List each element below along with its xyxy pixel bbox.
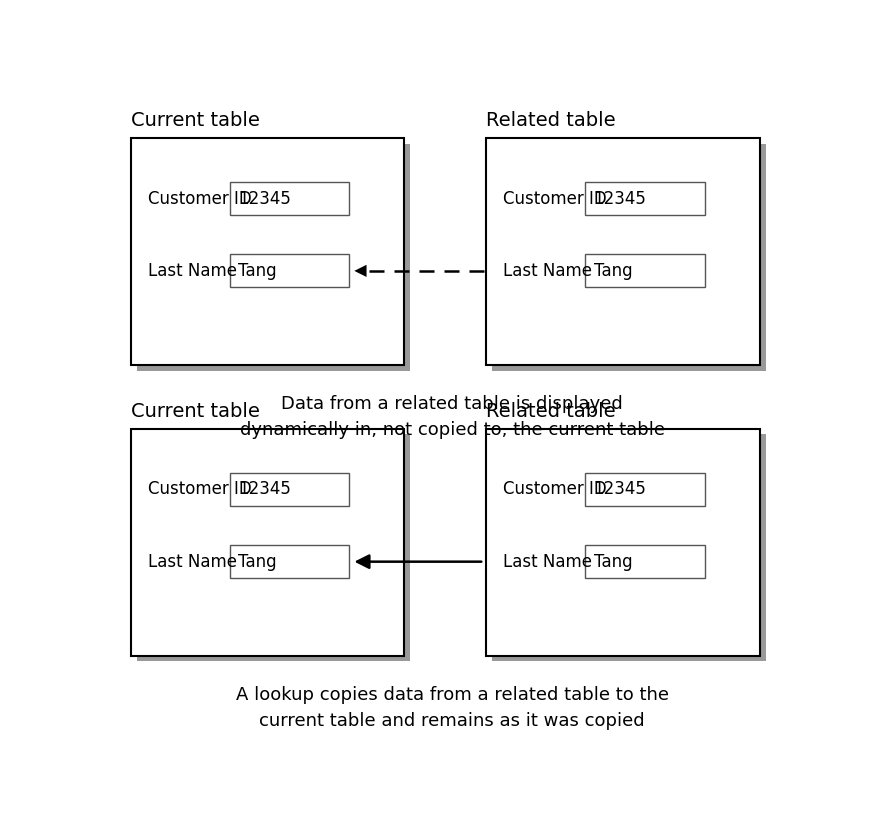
Text: Current table: Current table bbox=[131, 111, 259, 130]
Bar bbox=[230, 254, 349, 287]
Text: 12345: 12345 bbox=[594, 481, 647, 499]
Text: Current table: Current table bbox=[131, 402, 259, 421]
Bar bbox=[492, 434, 766, 662]
Text: Last Name: Last Name bbox=[504, 262, 593, 280]
Text: 12345: 12345 bbox=[238, 481, 291, 499]
Bar bbox=[586, 545, 705, 579]
Text: Related table: Related table bbox=[486, 111, 616, 130]
Text: Data from a related table is displayed
dynamically in, not copied to, the curren: Data from a related table is displayed d… bbox=[240, 395, 664, 439]
Bar bbox=[230, 545, 349, 579]
Text: Related table: Related table bbox=[486, 402, 616, 421]
Text: Last Name: Last Name bbox=[504, 553, 593, 571]
Text: Customer ID: Customer ID bbox=[504, 190, 607, 208]
Text: Customer ID: Customer ID bbox=[504, 481, 607, 499]
Bar bbox=[586, 254, 705, 287]
Bar bbox=[486, 138, 759, 365]
Bar bbox=[586, 182, 705, 215]
Bar bbox=[131, 138, 404, 365]
Text: Customer ID: Customer ID bbox=[148, 190, 251, 208]
Text: Tang: Tang bbox=[594, 553, 632, 571]
Bar bbox=[131, 429, 404, 656]
Bar bbox=[137, 434, 410, 662]
Bar bbox=[230, 473, 349, 506]
Bar bbox=[230, 182, 349, 215]
Bar bbox=[586, 473, 705, 506]
Bar bbox=[137, 144, 410, 370]
Text: Last Name: Last Name bbox=[148, 553, 237, 571]
Text: A lookup copies data from a related table to the
current table and remains as it: A lookup copies data from a related tabl… bbox=[235, 686, 669, 730]
Text: Tang: Tang bbox=[238, 553, 277, 571]
Bar bbox=[486, 429, 759, 656]
Text: 12345: 12345 bbox=[594, 190, 647, 208]
Bar bbox=[492, 144, 766, 370]
Text: Tang: Tang bbox=[238, 262, 277, 280]
Text: Tang: Tang bbox=[594, 262, 632, 280]
Text: 12345: 12345 bbox=[238, 190, 291, 208]
Text: Customer ID: Customer ID bbox=[148, 481, 251, 499]
Text: Last Name: Last Name bbox=[148, 262, 237, 280]
